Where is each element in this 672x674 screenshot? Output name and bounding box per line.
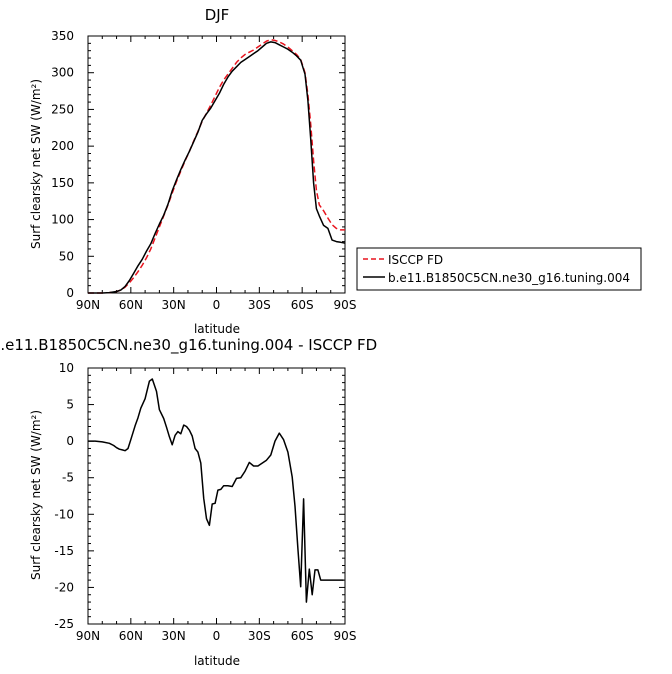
top-y-tick-label: 100: [51, 213, 74, 227]
top-y-tick-label: 50: [59, 249, 74, 263]
bottom-y-tick-label: 5: [66, 398, 74, 412]
top-y-tick-label: 150: [51, 176, 74, 190]
top-chart-title: DJF: [205, 6, 230, 24]
bottom-series-line: [88, 378, 344, 603]
top-axes: 90N 60N 30N 0 30S 60S 90S 0 50 100 150 200 250 300 350: [51, 29, 356, 312]
bottom-x-tick-label: 90N: [76, 629, 100, 643]
bottom-x-tick-label: 30N: [162, 629, 186, 643]
bottom-x-tick-label: 0: [213, 629, 221, 643]
top-y-tick-label: 0: [66, 286, 74, 300]
bottom-y-tick-label: 0: [66, 434, 74, 448]
bottom-x-tick-label: 30S: [248, 629, 271, 643]
top-series-lines: [88, 38, 346, 294]
bottom-y-axis-label: Surf clearsky net SW (W/m²): [29, 410, 43, 580]
top-x-axis-label: latitude: [194, 322, 240, 336]
top-y-tick-label: 350: [51, 29, 74, 43]
bottom-y-tick-label: -20: [54, 580, 74, 594]
top-series-b-e11-b1850c5cn-ne30-g16-tuning-004: [88, 41, 346, 294]
top-x-tick-label: 90S: [334, 298, 357, 312]
legend-box: [356, 247, 642, 291]
bottom-panel-difference-chart: b.e11.B1850C5CN.ne30_g16.tuning.004 - IS…: [0, 336, 377, 668]
bottom-x-axis-label: latitude: [194, 654, 240, 668]
top-panel-line-chart: DJF latitude Surf clearsky net SW (W/m²)…: [29, 6, 356, 336]
top-plot-frame: [87, 35, 346, 294]
bottom-x-tick-label: 60N: [119, 629, 143, 643]
bottom-y-tick-label: -5: [62, 471, 74, 485]
bottom-x-tick-label: 60S: [291, 629, 314, 643]
bottom-axes: 90N 60N 30N 0 30S 60S 90S -25 -20 -15 -10 -5 0 5 10: [54, 361, 356, 643]
bottom-y-tick-label: -15: [54, 544, 74, 558]
top-y-tick-label: 300: [51, 66, 74, 80]
top-x-tick-label: 60N: [119, 298, 143, 312]
top-x-tick-label: 60S: [291, 298, 314, 312]
bottom-x-tick-label: 90S: [334, 629, 357, 643]
top-x-tick-label: 0: [213, 298, 221, 312]
top-series-isccp-fd: [88, 38, 345, 294]
bottom-series-difference: [88, 378, 344, 603]
bottom-chart-title: b.e11.B1850C5CN.ne30_g16.tuning.004 - IS…: [0, 336, 377, 355]
top-x-tick-label: 30S: [248, 298, 271, 312]
bottom-y-tick-label: -25: [54, 617, 74, 631]
top-x-tick-label: 30N: [162, 298, 186, 312]
bottom-y-tick-label: -10: [54, 507, 74, 521]
top-y-tick-label: 250: [51, 102, 74, 116]
top-x-tick-label: 90N: [76, 298, 100, 312]
top-y-tick-label: 200: [51, 139, 74, 153]
top-y-axis-label: Surf clearsky net SW (W/m²): [29, 79, 43, 249]
legend-label-model: b.e11.B1850C5CN.ne30_g16.tuning.004: [388, 271, 630, 285]
legend: ISCCP FD b.e11.B1850C5CN.ne30_g16.tuning…: [356, 247, 642, 291]
legend-label-isccp: ISCCP FD: [388, 253, 443, 267]
bottom-y-tick-label: 10: [59, 361, 74, 375]
